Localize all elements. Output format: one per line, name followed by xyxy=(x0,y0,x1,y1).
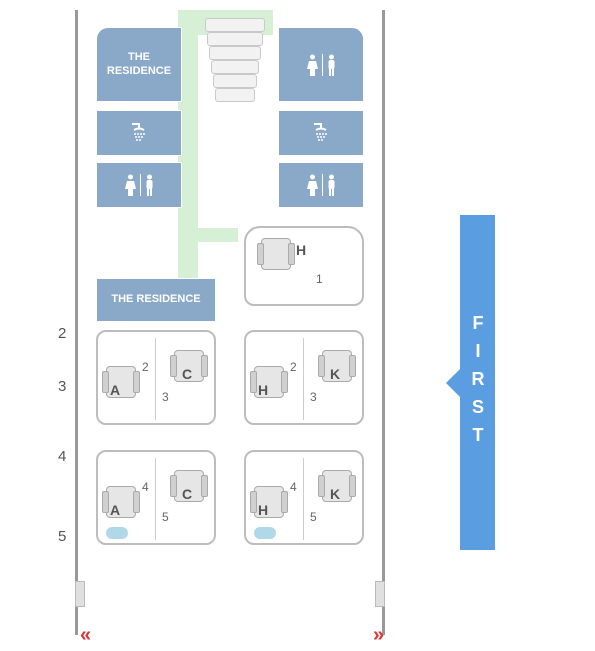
seat-row-number: 2 xyxy=(290,360,297,374)
seat-suite[interactable]: A 2 xyxy=(98,338,156,420)
seat-suite[interactable]: K 5 xyxy=(304,458,362,540)
residence-suite-block[interactable]: THE RESIDENCE xyxy=(96,278,216,322)
lavatory-icon xyxy=(307,54,336,76)
seat-suite[interactable]: H 1 xyxy=(244,226,364,306)
row-label: 2 xyxy=(58,325,66,342)
seat-row-number: 4 xyxy=(290,480,297,494)
exit-door-icon xyxy=(375,581,385,607)
seat-row-number: 5 xyxy=(162,510,169,524)
shower-icon xyxy=(128,122,150,144)
exit-door-icon xyxy=(75,581,85,607)
seat-suite[interactable]: H 4 xyxy=(246,458,304,540)
seat-letter: K xyxy=(330,366,340,382)
seat-suite[interactable]: C 3 xyxy=(156,338,214,420)
class-banner: FIRST xyxy=(460,215,495,550)
seat-letter: K xyxy=(330,486,340,502)
seat-suite[interactable]: C 5 xyxy=(156,458,214,540)
seat-letter: C xyxy=(182,366,192,382)
seat-row-number: 2 xyxy=(142,360,149,374)
seat-letter: H xyxy=(296,242,306,258)
seat-pair: A 4 C 5 xyxy=(96,450,216,545)
seat-letter: C xyxy=(182,486,192,502)
facility-label: THE RESIDENCE xyxy=(97,51,181,77)
seat-row-number: 5 xyxy=(310,510,317,524)
lavatory-block[interactable] xyxy=(278,27,364,102)
staircase-icon xyxy=(201,18,269,106)
walkway-zone xyxy=(178,228,238,242)
row-label: 3 xyxy=(58,378,66,395)
seat-letter: A xyxy=(110,382,120,398)
bassinet-icon xyxy=(254,527,276,539)
lavatory-icon xyxy=(307,174,336,196)
seat-pair: H 2 K 3 xyxy=(244,330,364,425)
seat-icon xyxy=(261,238,291,270)
seat-row-number: 3 xyxy=(162,390,169,404)
seat-suite[interactable]: K 3 xyxy=(304,338,362,420)
cabin-outline: THE RESIDENCE THE RESIDENCE xyxy=(75,10,385,635)
seat-pair: H 4 K 5 xyxy=(244,450,364,545)
seat-letter: H xyxy=(258,382,268,398)
bassinet-icon xyxy=(106,527,128,539)
lavatory-icon xyxy=(125,174,154,196)
shower-icon xyxy=(310,122,332,144)
seat-pair: A 2 C 3 xyxy=(96,330,216,425)
class-label: FIRST xyxy=(467,313,488,453)
facility-label: THE RESIDENCE xyxy=(111,293,200,306)
seat-row-number: 1 xyxy=(316,272,323,286)
residence-suite-block[interactable]: THE RESIDENCE xyxy=(96,27,182,102)
row-label: 4 xyxy=(58,448,66,465)
seat-letter: H xyxy=(258,502,268,518)
seat-suite[interactable]: A 4 xyxy=(98,458,156,540)
shower-block[interactable] xyxy=(96,110,182,156)
seat-suite[interactable]: H 2 xyxy=(246,338,304,420)
lavatory-block[interactable] xyxy=(96,162,182,208)
seat-row-number: 4 xyxy=(142,480,149,494)
row-label: 5 xyxy=(58,528,66,545)
exit-arrow-right-icon: » xyxy=(373,624,384,647)
seat-letter: A xyxy=(110,502,120,518)
shower-block[interactable] xyxy=(278,110,364,156)
exit-arrow-left-icon: « xyxy=(80,624,91,647)
lavatory-block[interactable] xyxy=(278,162,364,208)
seat-row-number: 3 xyxy=(310,390,317,404)
